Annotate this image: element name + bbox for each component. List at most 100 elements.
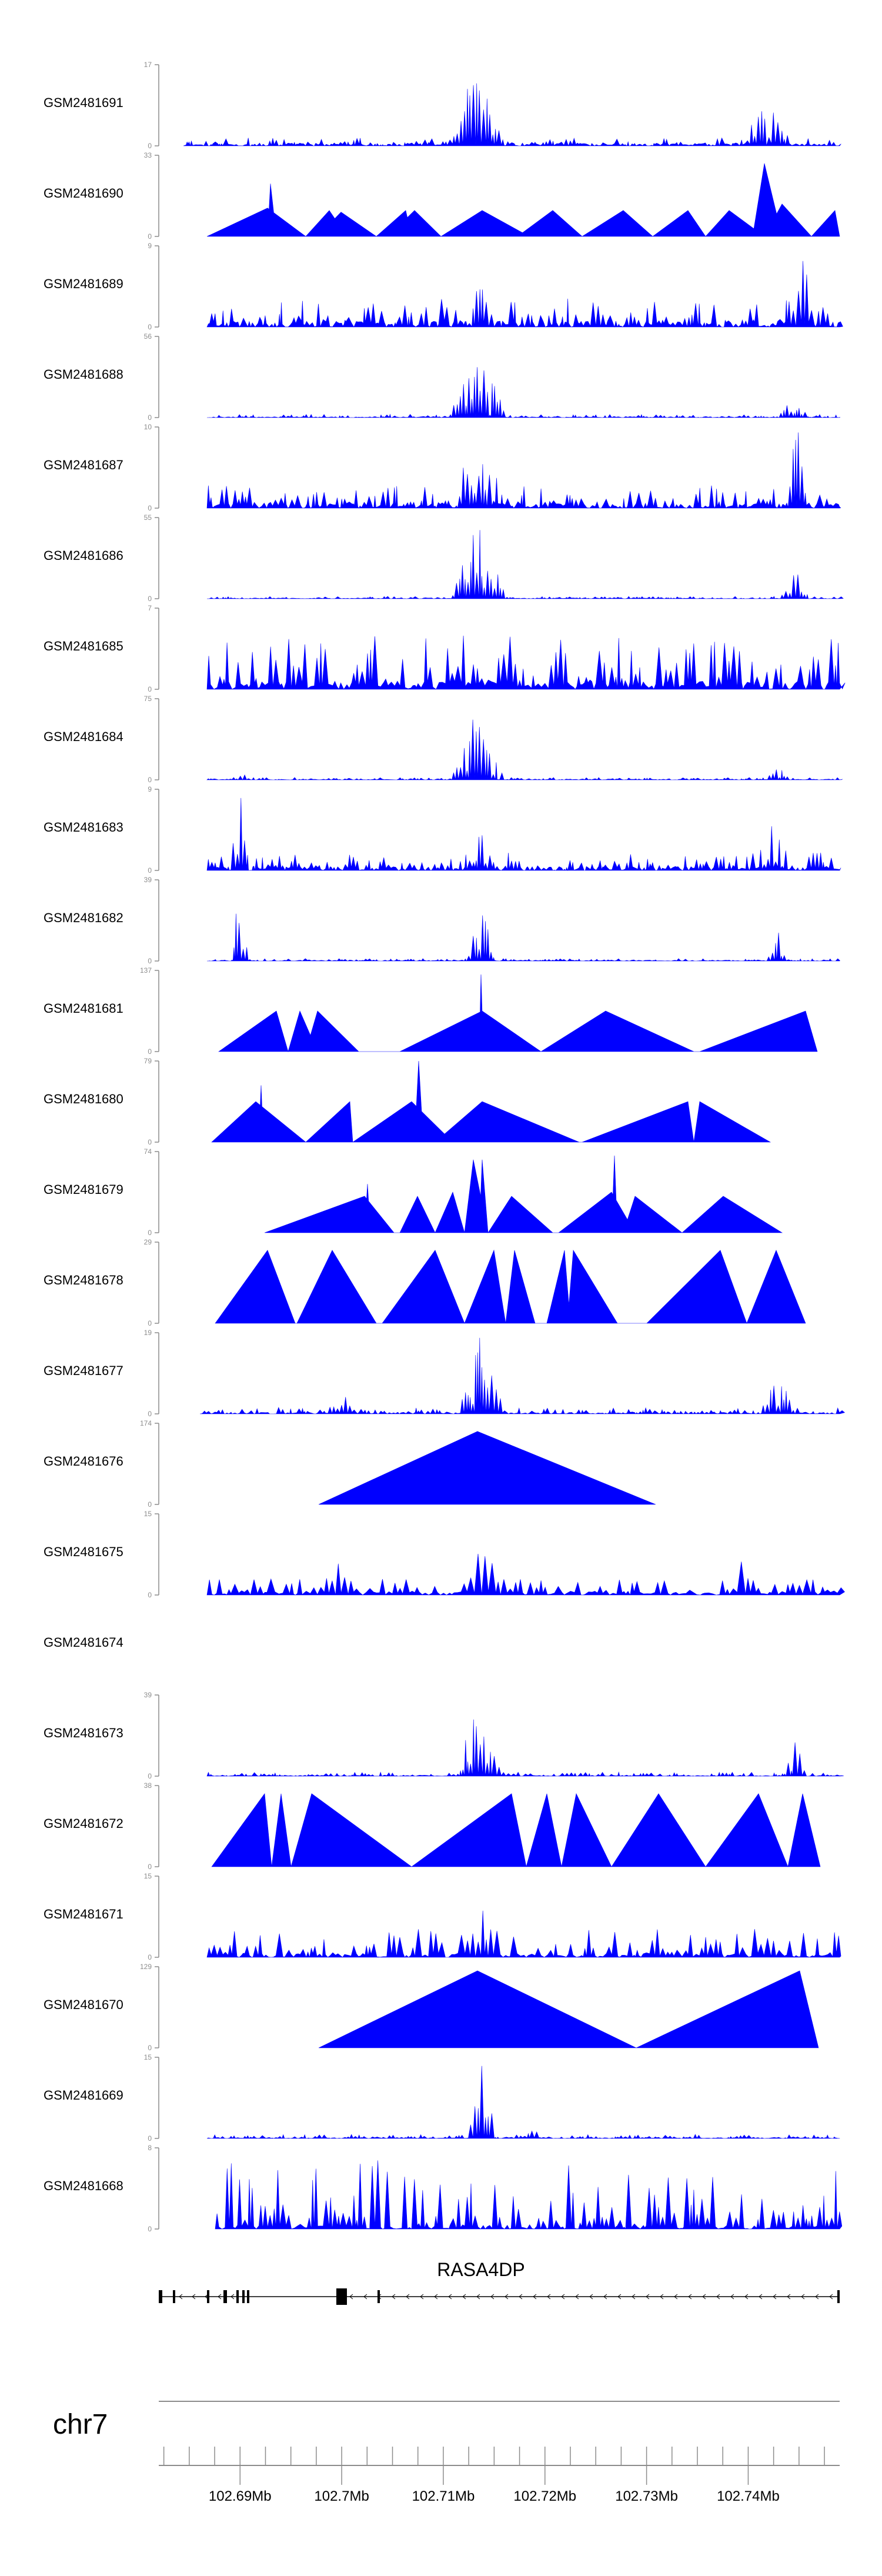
strand-arrow [490, 2294, 495, 2300]
gene-exon [159, 2290, 162, 2303]
gene-model: RASA4DP [159, 2259, 840, 2305]
strand-arrow [702, 2294, 706, 2300]
track-GSM2481677: GSM2481677 19 0 [44, 1329, 846, 1418]
track-GSM2481668: GSM2481668 8 0 [44, 2144, 843, 2233]
y-axis-max-label: 39 [144, 1691, 152, 1699]
strand-arrow [674, 2294, 678, 2300]
track-GSM2481676: GSM2481676 174 0 [44, 1419, 656, 1509]
y-axis-max-label: 56 [144, 332, 152, 341]
axis-tick-label: 102.69Mb [209, 2488, 272, 2504]
y-axis-max-label: 10 [144, 423, 152, 431]
track-GSM2481672: GSM2481672 38 0 [44, 1781, 821, 1871]
track-GSM2481669: GSM2481669 15 0 [44, 2053, 840, 2143]
coverage-area [206, 635, 846, 690]
axis-tick-label: 102.74Mb [717, 2488, 780, 2504]
coverage-area [206, 261, 843, 328]
coverage-area [215, 2160, 843, 2230]
track-label: GSM2481677 [44, 1363, 123, 1378]
strand-arrow [688, 2294, 692, 2300]
track-label: GSM2481686 [44, 548, 123, 563]
track-label: GSM2481679 [44, 1182, 123, 1197]
coverage-area [211, 1793, 821, 1868]
y-axis-max-label: 7 [148, 604, 152, 612]
track-label: GSM2481683 [44, 820, 123, 835]
coverage-area [206, 2066, 840, 2139]
strand-arrow [801, 2294, 805, 2300]
axis-tick-label: 102.7Mb [314, 2488, 369, 2504]
strand-arrow [829, 2294, 833, 2300]
track-label: GSM2481685 [44, 639, 123, 653]
track-label: GSM2481671 [44, 1907, 123, 1921]
chromosome-label: chr7 [53, 2409, 108, 2440]
strand-arrow [420, 2294, 424, 2300]
y-axis-max-label: 17 [144, 61, 152, 69]
y-axis-min-label: 0 [148, 142, 152, 150]
track-GSM2481687: GSM2481687 10 0 [44, 423, 841, 512]
y-axis-min-label: 0 [148, 413, 152, 422]
strand-arrow [349, 2294, 353, 2300]
track-GSM2481686: GSM2481686 55 0 [44, 513, 844, 603]
track-GSM2481688: GSM2481688 56 0 [44, 332, 841, 422]
y-axis-max-label: 137 [140, 966, 152, 975]
track-GSM2481679: GSM2481679 74 0 [44, 1147, 783, 1237]
y-axis-min-label: 0 [148, 1138, 152, 1146]
y-axis-min-label: 0 [148, 2225, 152, 2233]
strand-arrow [406, 2294, 410, 2300]
coverage-area [211, 1060, 771, 1143]
y-axis-min-label: 0 [148, 776, 152, 784]
gene-exon [247, 2290, 249, 2303]
coverage-area [206, 1553, 845, 1596]
y-axis-min-label: 0 [148, 1047, 152, 1056]
strand-arrow [759, 2294, 763, 2300]
track-label: GSM2481676 [44, 1454, 123, 1469]
track-GSM2481678: GSM2481678 29 0 [44, 1238, 806, 1327]
coverage-area [318, 1431, 656, 1505]
y-axis-max-label: 75 [144, 695, 152, 703]
strand-arrow [617, 2294, 622, 2300]
strand-arrow [660, 2294, 664, 2300]
track-GSM2481689: GSM2481689 9 0 [44, 242, 843, 331]
coverage-area [206, 719, 843, 780]
genome-axis: chr7 102.69Mb 102.7Mb 102.71Mb 102.72Mb 102.7… [53, 2401, 840, 2504]
strand-arrow [519, 2294, 523, 2300]
strand-arrow [218, 2294, 222, 2300]
y-axis-max-label: 15 [144, 1872, 152, 1880]
y-axis-min-label: 0 [148, 1591, 152, 1599]
y-axis-min-label: 0 [148, 323, 152, 331]
track-label: GSM2481674 [44, 1635, 123, 1650]
strand-arrow [547, 2294, 551, 2300]
y-axis-min-label: 0 [148, 504, 152, 512]
y-axis-max-label: 9 [148, 242, 152, 250]
coverage-area [206, 1910, 841, 1958]
track-GSM2481691: GSM2481691 17 0 [44, 61, 841, 150]
y-axis-min-label: 0 [148, 866, 152, 875]
y-axis-min-label: 0 [148, 1319, 152, 1327]
track-GSM2481680: GSM2481680 79 0 [44, 1057, 771, 1146]
strand-arrow [575, 2294, 579, 2300]
y-axis-max-label: 19 [144, 1329, 152, 1337]
y-axis-min-label: 0 [148, 2044, 152, 2052]
strand-arrow [392, 2294, 396, 2300]
strand-arrow [561, 2294, 565, 2300]
y-axis-max-label: 15 [144, 1510, 152, 1518]
track-GSM2481670: GSM2481670 129 0 [44, 1963, 819, 2052]
strand-arrow [179, 2294, 183, 2300]
track-GSM2481690: GSM2481690 33 0 [44, 151, 840, 241]
coverage-area [207, 530, 844, 599]
track-label: GSM2481687 [44, 458, 123, 472]
gene-exon [207, 2290, 209, 2303]
coverage-area [218, 974, 818, 1053]
track-label: GSM2481681 [44, 1001, 123, 1016]
strand-arrow [589, 2294, 593, 2300]
strand-arrow [787, 2294, 791, 2300]
track-GSM2481681: GSM2481681 137 0 [44, 966, 818, 1056]
gene-exon [236, 2290, 239, 2303]
track-label: GSM2481670 [44, 1997, 123, 2012]
coverage-area [318, 1970, 819, 2048]
coverage-area [215, 1249, 806, 1324]
coverage-area [206, 798, 841, 872]
coverage-area [207, 913, 840, 962]
y-axis-max-label: 79 [144, 1057, 152, 1065]
track-GSM2481685: GSM2481685 7 0 [44, 604, 846, 693]
